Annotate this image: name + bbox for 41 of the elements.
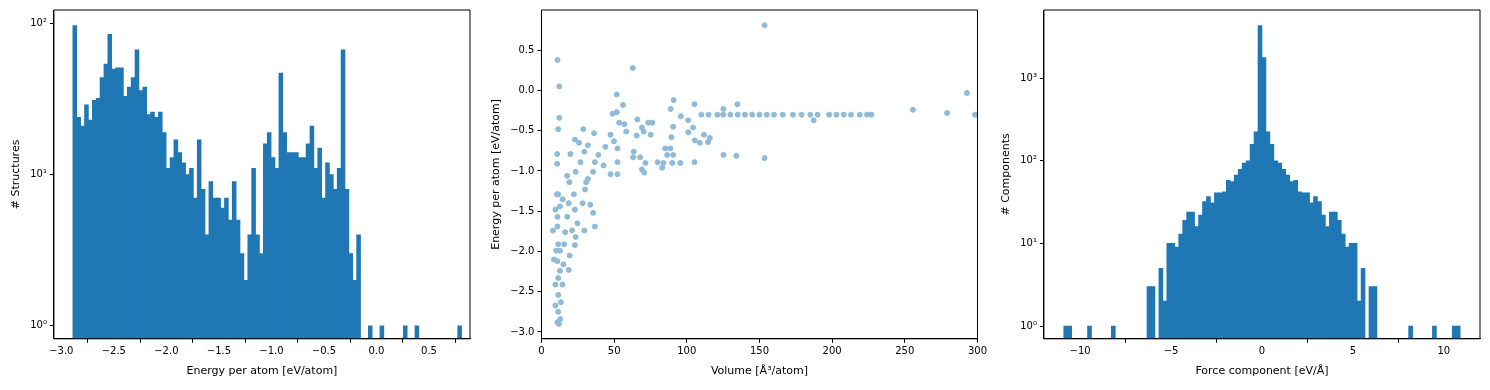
x-axis-title: Energy per atom [eV/atom] <box>186 364 338 378</box>
x-tick-label: 250 <box>895 345 915 357</box>
x-tick-label: −1.5 <box>206 345 232 357</box>
x-tick-label: −1.0 <box>259 345 284 357</box>
x-tick-label: 0 <box>1258 345 1266 357</box>
y-tick-label: 0.5 <box>518 43 535 55</box>
x-tick-label: 200 <box>822 345 842 357</box>
x-tick-label: −2.5 <box>101 345 126 357</box>
x-axis-title: Force component [eV/Å] <box>1195 364 1329 378</box>
x-tick-label: −2.0 <box>154 345 179 357</box>
x-tick-label: 0.0 <box>368 345 385 357</box>
x-tick-label: −3.0 <box>49 345 74 357</box>
x-tick-label: 50 <box>607 345 621 357</box>
x-tick-label: 100 <box>677 345 697 357</box>
y-tick-label: 10² <box>30 17 47 29</box>
y-tick-label: 10² <box>1020 154 1037 166</box>
y-tick-label: −2.0 <box>510 245 535 257</box>
x-tick-label: 300 <box>967 345 987 357</box>
y-tick-label: 10¹ <box>30 168 47 180</box>
x-tick-label: 0 <box>538 345 545 357</box>
y-tick-label: −3.0 <box>510 325 535 337</box>
y-axis-title: # Components <box>999 132 1013 216</box>
y-tick-label: −2.5 <box>510 285 535 297</box>
x-tick-label: 5 <box>1349 345 1357 357</box>
y-axis-title: # Structures <box>9 139 23 210</box>
y-tick-label: 10¹ <box>1020 237 1037 249</box>
y-tick-label: 10³ <box>1020 71 1037 83</box>
x-tick-label: −5 <box>1163 345 1179 357</box>
x-tick-label: 150 <box>749 345 770 357</box>
x-tick-label: 10 <box>1437 345 1451 357</box>
x-tick-label: −10 <box>1069 345 1091 357</box>
y-tick-label: −1.0 <box>510 164 535 176</box>
x-axis-title: Volume [Å³/atom] <box>710 364 809 378</box>
y-tick-label: 10⁰ <box>1020 319 1037 331</box>
y-tick-label: −1.5 <box>510 204 535 216</box>
y-tick-label: 0.0 <box>518 84 535 96</box>
y-tick-label: 10⁰ <box>30 319 47 331</box>
x-tick-label: −0.5 <box>311 345 337 357</box>
y-tick-label: −0.5 <box>510 124 535 136</box>
y-axis-title: Energy per atom [eV/atom] <box>489 98 503 250</box>
x-tick-label: 0.5 <box>421 345 437 357</box>
